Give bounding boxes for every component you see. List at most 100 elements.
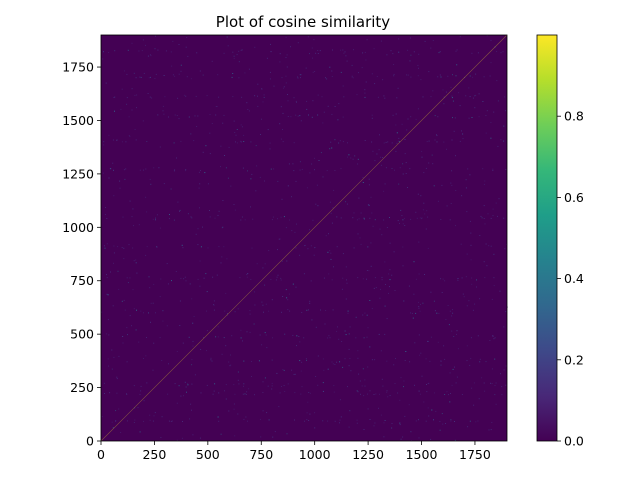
- heatmap-cell: [353, 247, 355, 249]
- heatmap-cell: [299, 169, 301, 171]
- heatmap-cell: [199, 285, 201, 287]
- heatmap-cell: [329, 148, 331, 150]
- heatmap-cell: [153, 342, 155, 344]
- heatmap-cell: [116, 392, 118, 394]
- heatmap-cell: [103, 144, 105, 146]
- heatmap-cell: [106, 243, 108, 245]
- heatmap-cell: [287, 100, 289, 102]
- heatmap-cell: [495, 403, 497, 405]
- heatmap-cell: [282, 112, 284, 114]
- heatmap-cell: [220, 262, 222, 264]
- heatmap-cell: [188, 116, 190, 118]
- heatmap-cell: [418, 437, 420, 439]
- heatmap-cell: [418, 67, 419, 69]
- heatmap-cell: [444, 394, 446, 395]
- heatmap-cell: [384, 420, 386, 421]
- heatmap-cell: [243, 134, 245, 136]
- heatmap-cell: [277, 180, 279, 182]
- heatmap-cell: [420, 303, 421, 305]
- heatmap-cell: [226, 314, 228, 316]
- heatmap-cell: [404, 139, 406, 140]
- heatmap-cell: [237, 371, 239, 373]
- heatmap-cell: [279, 238, 281, 240]
- heatmap-cell: [222, 122, 224, 124]
- heatmap-cell: [226, 36, 228, 38]
- heatmap-cell: [329, 201, 331, 203]
- heatmap-cell: [227, 313, 228, 314]
- heatmap-cell: [158, 167, 160, 169]
- heatmap-cell: [367, 393, 368, 395]
- heatmap-cell: [376, 153, 378, 155]
- heatmap-cell: [258, 360, 260, 362]
- heatmap-cell: [372, 150, 374, 152]
- heatmap-cell: [401, 123, 403, 125]
- heatmap-cell: [270, 43, 271, 45]
- heatmap-cell: [407, 118, 409, 120]
- heatmap-cell: [229, 365, 231, 367]
- heatmap-cell: [415, 211, 417, 213]
- heatmap-cell: [494, 358, 496, 360]
- heatmap-cell: [269, 78, 271, 80]
- heatmap-cell: [340, 217, 342, 219]
- heatmap-cell: [323, 111, 325, 113]
- heatmap-cell: [146, 141, 148, 142]
- heatmap-cell: [143, 358, 144, 359]
- heatmap-cell: [340, 168, 342, 170]
- heatmap-cell: [428, 71, 430, 73]
- heatmap-cell: [285, 82, 287, 84]
- heatmap-cell: [202, 151, 204, 153]
- heatmap-cell: [450, 420, 452, 422]
- heatmap-cell: [443, 141, 445, 143]
- heatmap-cell: [361, 385, 363, 387]
- heatmap-cell: [127, 334, 128, 336]
- heatmap-cell: [454, 366, 455, 368]
- heatmap-cell: [115, 410, 117, 412]
- heatmap-cell: [362, 278, 364, 280]
- heatmap-cell: [109, 392, 111, 394]
- heatmap-cell: [236, 54, 238, 56]
- heatmap-cell: [152, 420, 154, 422]
- heatmap-cell: [299, 341, 301, 343]
- heatmap-cell: [278, 406, 280, 408]
- heatmap-cell: [216, 274, 218, 276]
- heatmap-cell: [457, 278, 459, 280]
- heatmap-cell: [176, 157, 177, 159]
- heatmap-cell: [190, 216, 192, 218]
- heatmap-cell: [464, 76, 466, 78]
- heatmap-cell: [382, 157, 384, 158]
- heatmap-cell: [346, 279, 347, 281]
- heatmap-cell: [200, 392, 202, 394]
- heatmap-cell: [287, 309, 289, 311]
- heatmap-cell: [218, 420, 220, 422]
- heatmap-cell: [137, 407, 139, 409]
- heatmap-cell: [339, 422, 340, 424]
- heatmap-cell: [363, 337, 365, 339]
- heatmap-cell: [179, 210, 180, 212]
- heatmap-cell: [147, 93, 149, 94]
- heatmap-cell: [505, 311, 507, 313]
- heatmap-cell: [237, 413, 239, 415]
- heatmap-cell: [430, 336, 432, 338]
- heatmap-cell: [294, 231, 296, 233]
- heatmap-cell: [363, 217, 365, 219]
- heatmap-cell: [470, 244, 472, 246]
- heatmap-cell: [209, 210, 210, 211]
- heatmap-cell: [493, 277, 495, 279]
- heatmap-cell: [356, 219, 358, 221]
- heatmap-cell: [454, 439, 456, 441]
- heatmap-cell: [425, 358, 427, 360]
- heatmap-cell: [256, 263, 258, 265]
- heatmap-cell: [238, 50, 240, 52]
- heatmap-cell: [127, 49, 129, 51]
- heatmap-cell: [374, 219, 376, 221]
- heatmap-cell: [116, 378, 118, 380]
- heatmap-cell: [380, 40, 382, 42]
- heatmap-cell: [418, 273, 420, 275]
- heatmap-cell: [162, 310, 164, 312]
- heatmap-cell: [287, 383, 289, 385]
- heatmap-cell: [223, 246, 225, 248]
- heatmap-cell: [424, 274, 425, 275]
- plot-area: [100, 34, 508, 442]
- heatmap-cell: [410, 54, 412, 56]
- heatmap-cell: [176, 402, 178, 404]
